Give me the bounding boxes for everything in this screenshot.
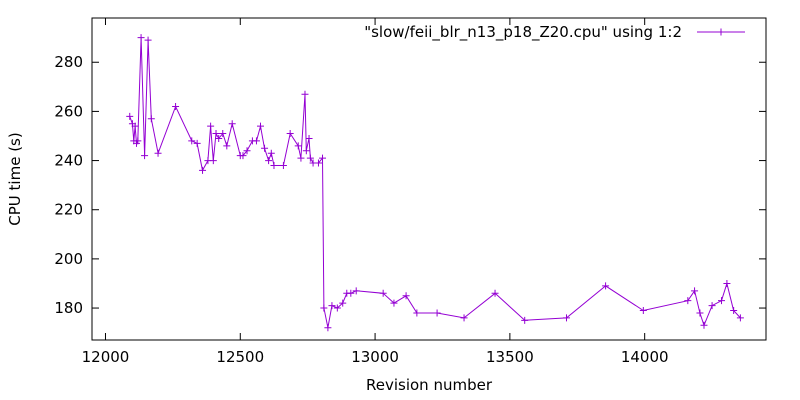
legend-label: "slow/feii_blr_n13_p18_Z20.cpu" using 1:…	[364, 23, 682, 42]
data-point-marker	[193, 139, 201, 147]
y-tick-label: 260	[54, 102, 83, 120]
data-point-marker	[696, 309, 704, 317]
data-point-marker	[736, 314, 744, 322]
x-tick-label: 13000	[351, 348, 399, 366]
data-point-marker	[223, 142, 231, 150]
data-point-marker	[730, 307, 738, 315]
data-point-marker	[239, 152, 247, 160]
data-point-marker	[320, 304, 328, 312]
y-tick-label: 280	[54, 53, 83, 71]
data-point-marker	[207, 122, 215, 130]
data-point-marker	[188, 137, 196, 145]
data-point-marker	[521, 316, 529, 324]
data-point-marker	[131, 122, 139, 130]
data-point-marker	[219, 130, 227, 138]
data-point-marker	[154, 149, 162, 157]
series-layer	[126, 34, 744, 332]
y-tick-label: 220	[54, 201, 83, 219]
data-point-marker	[352, 287, 360, 295]
y-axis-label: CPU time (s)	[6, 132, 24, 225]
legend: "slow/feii_blr_n13_p18_Z20.cpu" using 1:…	[364, 23, 745, 42]
data-point-marker	[402, 292, 410, 300]
data-point-marker	[319, 154, 327, 162]
data-point-marker	[297, 154, 305, 162]
data-point-marker	[723, 279, 731, 287]
x-tick-label: 13500	[486, 348, 534, 366]
data-point-marker	[134, 137, 142, 145]
data-point-marker	[267, 149, 275, 157]
data-point-marker	[639, 307, 647, 315]
data-point-marker	[286, 130, 294, 138]
legend-point-marker	[717, 28, 725, 36]
data-point-marker	[433, 309, 441, 317]
x-tick-label: 12000	[82, 348, 130, 366]
y-tick-label: 200	[54, 250, 83, 268]
data-point-marker	[209, 157, 217, 165]
data-point-marker	[691, 287, 699, 295]
data-point-marker	[413, 309, 421, 317]
data-point-marker	[390, 299, 398, 307]
data-point-marker	[199, 166, 207, 174]
x-tick-label: 12500	[216, 348, 264, 366]
x-axis-label: Revision number	[366, 376, 493, 394]
data-point-marker	[602, 282, 610, 290]
data-point-marker	[684, 297, 692, 305]
data-point-marker	[339, 299, 347, 307]
data-point-marker	[279, 161, 287, 169]
data-point-marker	[294, 142, 302, 150]
data-point-marker	[228, 120, 236, 128]
tick-labels: 12000 12500 13000 13500 14000 180 200 220 240 260…	[54, 53, 668, 366]
series-line	[129, 37, 741, 328]
data-point-marker	[491, 289, 499, 297]
data-point-marker	[252, 137, 260, 145]
data-point-marker	[141, 152, 149, 160]
data-point-marker	[212, 130, 220, 138]
data-point-marker	[347, 289, 355, 297]
data-point-marker	[144, 36, 152, 44]
axis-ticks	[92, 18, 766, 340]
data-point-marker	[301, 90, 309, 98]
data-point-marker	[562, 314, 570, 322]
data-point-marker	[270, 161, 278, 169]
data-point-marker	[314, 159, 322, 167]
data-point-marker	[324, 324, 332, 332]
data-point-marker	[718, 297, 726, 305]
x-tick-label: 14000	[621, 348, 669, 366]
data-point-marker	[261, 144, 269, 152]
data-point-marker	[379, 289, 387, 297]
data-point-marker	[243, 147, 251, 155]
data-point-marker	[215, 134, 223, 142]
data-point-marker	[700, 321, 708, 329]
legend-swatch-marker	[717, 28, 725, 36]
y-tick-label: 240	[54, 152, 83, 170]
data-point-marker	[328, 302, 336, 310]
y-tick-label: 180	[54, 299, 83, 317]
data-point-marker	[137, 34, 145, 42]
data-point-marker	[708, 302, 716, 310]
data-point-marker	[333, 304, 341, 312]
data-point-marker	[302, 147, 310, 155]
data-point-marker	[172, 102, 180, 110]
data-point-marker	[306, 154, 314, 162]
data-point-marker	[257, 122, 264, 130]
data-point-marker	[305, 134, 313, 142]
data-point-marker	[126, 112, 134, 120]
data-point-marker	[147, 115, 155, 123]
data-point-marker	[460, 314, 468, 322]
data-point-marker	[265, 157, 273, 165]
plot-frame	[91, 17, 767, 341]
